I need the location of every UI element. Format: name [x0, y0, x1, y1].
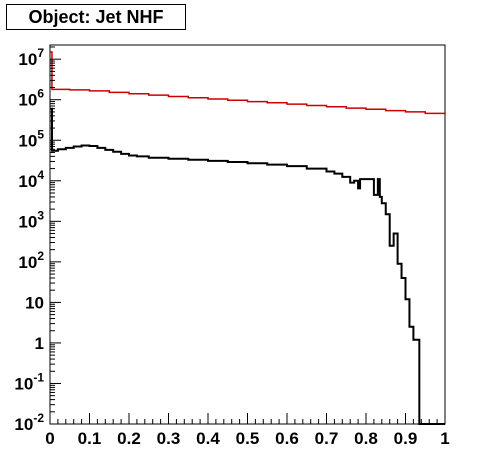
- y-tick-base: 10: [18, 91, 37, 110]
- x-tick-label: 0.6: [275, 429, 299, 448]
- y-tick-label: 105: [18, 127, 44, 150]
- y-tick-base: 10: [14, 374, 33, 393]
- y-tick-exponent: 4: [37, 168, 44, 182]
- y-tick-exponent: 2: [37, 249, 44, 263]
- x-tick-label: 0.4: [196, 429, 220, 448]
- plot-frame: [49, 44, 446, 425]
- series-layer: [50, 51, 446, 425]
- y-tick-base: 10: [18, 253, 37, 272]
- x-tick-label: 1: [440, 429, 449, 448]
- y-tick-exponent: 7: [37, 46, 44, 60]
- series-line-0: [50, 107, 445, 425]
- y-tick-exponent: 3: [37, 208, 44, 222]
- series-line-1: [50, 51, 446, 115]
- y-tick-label: 10-1: [14, 370, 44, 393]
- x-tick-label: 0.8: [354, 429, 378, 448]
- x-tick-label: 0: [45, 429, 54, 448]
- y-tick-label: 103: [18, 208, 44, 231]
- y-tick-exponent: 5: [37, 127, 44, 141]
- y-tick-label: 104: [18, 168, 44, 191]
- y-tick-base: 10: [18, 50, 37, 69]
- x-tick-label: 0.5: [236, 429, 260, 448]
- y-tick-exponent: -2: [33, 411, 44, 425]
- y-tick-label: 1: [35, 334, 44, 353]
- x-tick-label: 0.2: [117, 429, 141, 448]
- x-tick-label: 0.3: [157, 429, 181, 448]
- y-tick-base: 10: [18, 212, 37, 231]
- y-tick-label: 107: [18, 46, 44, 69]
- y-tick-label: 106: [18, 87, 44, 110]
- y-tick-base: 10: [14, 415, 33, 434]
- chart-title: Object: Jet NHF: [6, 4, 186, 30]
- y-tick-label: 102: [18, 249, 44, 272]
- y-tick-label: 10: [25, 293, 44, 312]
- y-tick-label: 10-2: [14, 411, 44, 434]
- x-tick-label: 0.1: [78, 429, 102, 448]
- y-tick-exponent: 6: [37, 87, 44, 101]
- y-tick-base: 10: [18, 131, 37, 150]
- x-tick-label: 0.7: [315, 429, 339, 448]
- y-tick-base: 10: [18, 172, 37, 191]
- axis-layer: 0 0.1 0.2 0.3 0.4 0.5 0.6 0.7 0.8 0.9 110-210-1110…: [14, 46, 449, 448]
- y-tick-exponent: -1: [33, 370, 44, 384]
- x-tick-label: 0.9: [394, 429, 418, 448]
